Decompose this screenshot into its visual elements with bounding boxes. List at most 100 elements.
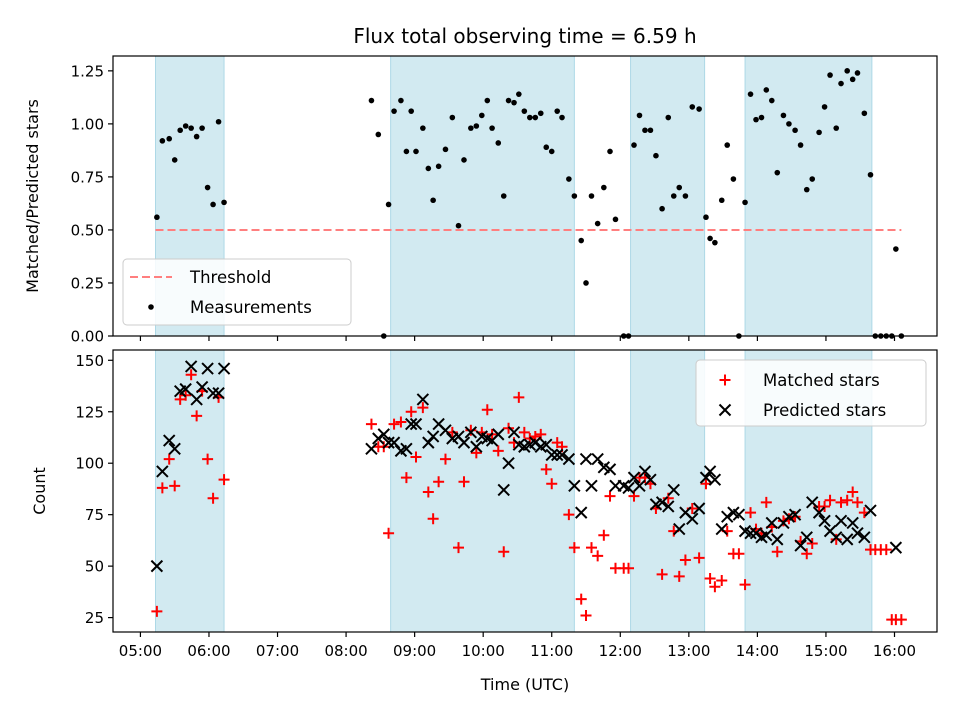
data-point [588,193,595,199]
data-point [712,239,718,246]
data-point [207,492,219,504]
data-point [545,448,558,462]
data-point [540,438,553,451]
data-point [479,112,485,119]
data-point [404,417,418,431]
data-point [468,125,474,131]
data-point [156,465,169,478]
observing-window-2 [630,349,706,633]
data-point [592,550,604,562]
data-point [518,426,530,438]
data-point [647,127,654,134]
data-point [686,512,699,525]
count-panel-frame [112,349,938,633]
data-point [692,502,706,515]
data-point [163,453,175,465]
data-point [385,201,392,208]
data-point [670,193,677,199]
data-point [169,480,181,492]
data-point [580,610,592,622]
data-point [583,280,589,286]
data-point [548,148,555,155]
data-point [806,496,819,509]
data-point [604,490,616,502]
ratio-y-axis-label: Matched/Predicted stars [23,99,42,293]
data-point [150,559,164,573]
data-point [498,546,510,558]
legend-measurement-swatch [148,304,154,310]
data-point [732,508,746,521]
data-point [665,114,672,121]
data-point [627,471,641,484]
x-tick-label: 06:00 [187,642,230,660]
legend-measurement-label: Measurements [190,298,312,317]
data-point [631,142,637,148]
data-point [824,494,836,506]
observing-window-0 [155,349,225,633]
data-point [816,129,822,136]
data-point [788,508,802,521]
data-point [555,448,569,462]
data-point [760,529,773,542]
data-point [585,542,597,554]
data-point [408,108,415,114]
data-point [763,87,770,93]
data-point [893,246,899,252]
data-point [682,193,689,199]
data-point [439,453,451,465]
data-point [416,393,430,406]
y-tick-label: 75 [85,506,104,524]
observing-window-3 [744,55,873,337]
data-point [417,402,429,414]
data-point [182,123,189,129]
data-point [156,482,168,494]
observing-window-1 [390,349,575,633]
data-point [537,110,544,117]
data-point [673,522,686,536]
ratio-x-ticks [139,336,896,341]
data-point [388,418,400,430]
data-point [718,197,725,204]
data-point [212,387,225,400]
data-point [168,442,181,456]
y-tick-label: 0.25 [71,274,104,292]
data-point [562,452,576,466]
data-point [154,214,160,221]
data-point [191,410,203,422]
data-point [744,526,757,540]
data-point [821,104,828,110]
data-point [889,541,903,554]
data-point [455,222,462,229]
data-point [425,165,432,172]
data-point [502,457,515,470]
data-point [858,531,871,544]
data-point [830,531,843,544]
data-point [188,125,194,131]
data-point [633,479,646,493]
data-point [841,494,853,506]
data-point [792,127,798,134]
data-point [470,447,482,459]
data-point [818,514,831,528]
y-tick-label: 0.75 [71,168,104,186]
data-point [516,91,522,97]
x-tick-label: 09:00 [393,642,436,660]
legend-matched-label: Matched stars [763,371,880,390]
legend-threshold-label: Threshold [189,268,271,287]
data-point [594,220,601,227]
data-point [834,514,848,528]
data-point [218,474,230,486]
data-point [644,473,657,486]
observing-windows [155,55,873,337]
data-point [693,552,705,564]
x-tick-label: 16:00 [873,642,916,660]
data-point [601,184,607,191]
data-point [551,448,564,462]
data-point [803,186,810,193]
data-point [395,416,407,428]
data-point [575,593,587,605]
data-point [703,214,709,221]
data-point [662,500,675,513]
data-point [435,163,442,170]
data-point [489,125,495,131]
